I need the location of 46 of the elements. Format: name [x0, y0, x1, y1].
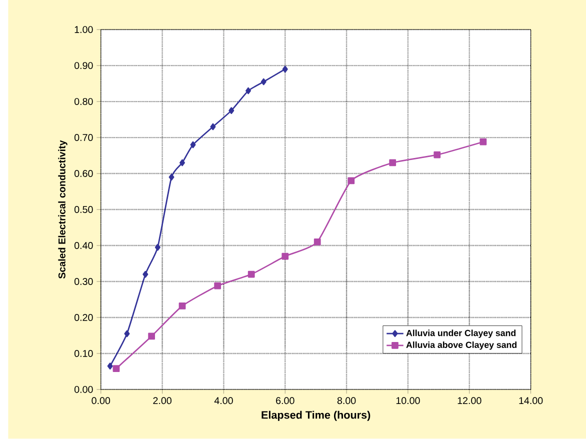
y-tick-label: 0.30: [74, 278, 93, 286]
y-tick-label: 0.90: [74, 62, 93, 70]
y-tick-label: 0.20: [74, 314, 93, 322]
point: [210, 123, 216, 130]
x-tick-label: 10.00: [396, 397, 420, 404]
point: [246, 87, 252, 94]
x-tick-label: 14.00: [519, 397, 543, 404]
point: [314, 238, 321, 246]
point: [142, 270, 148, 278]
y-tick-label: 0.00: [74, 386, 93, 394]
point: [178, 302, 186, 310]
point: [348, 177, 355, 184]
x-tick-label: 6.00: [276, 397, 294, 404]
point: [228, 107, 234, 114]
point: [154, 244, 160, 251]
point: [434, 151, 441, 158]
x-tick-label: 0.00: [92, 397, 110, 404]
point: [190, 141, 196, 148]
y-tick-label: 0.40: [74, 242, 93, 250]
point: [124, 330, 130, 338]
point: [168, 174, 174, 181]
point: [282, 252, 289, 260]
point: [480, 138, 487, 146]
y-tick-label: 0.60: [74, 170, 93, 178]
point: [389, 159, 396, 166]
y-tick-label: 0.80: [74, 98, 93, 106]
x-tick-label: 12.00: [458, 397, 482, 404]
y-tick-label: 0.50: [74, 206, 93, 214]
y-tick-label: 0.10: [74, 350, 93, 358]
point: [180, 159, 186, 166]
point: [112, 365, 120, 372]
point: [214, 282, 222, 290]
y-tick-label: 1.00: [74, 26, 93, 34]
x-axis-title: Elapsed Time (hours): [262, 410, 370, 421]
y-axis-title: Scaled Electrical conductivity: [58, 140, 68, 279]
point: [148, 332, 155, 340]
x-tick-label: 4.00: [214, 397, 233, 404]
point: [248, 270, 255, 278]
x-tick-label: 8.00: [337, 397, 356, 404]
x-tick-label: 2.00: [153, 397, 172, 404]
point: [107, 362, 113, 370]
legend-label: Alluvia above Clayey sand: [406, 342, 516, 350]
point: [260, 78, 266, 86]
y-tick-label: 0.70: [74, 134, 93, 142]
legend-label: Alluvia under Clayey sand: [406, 330, 516, 338]
point: [282, 66, 288, 73]
